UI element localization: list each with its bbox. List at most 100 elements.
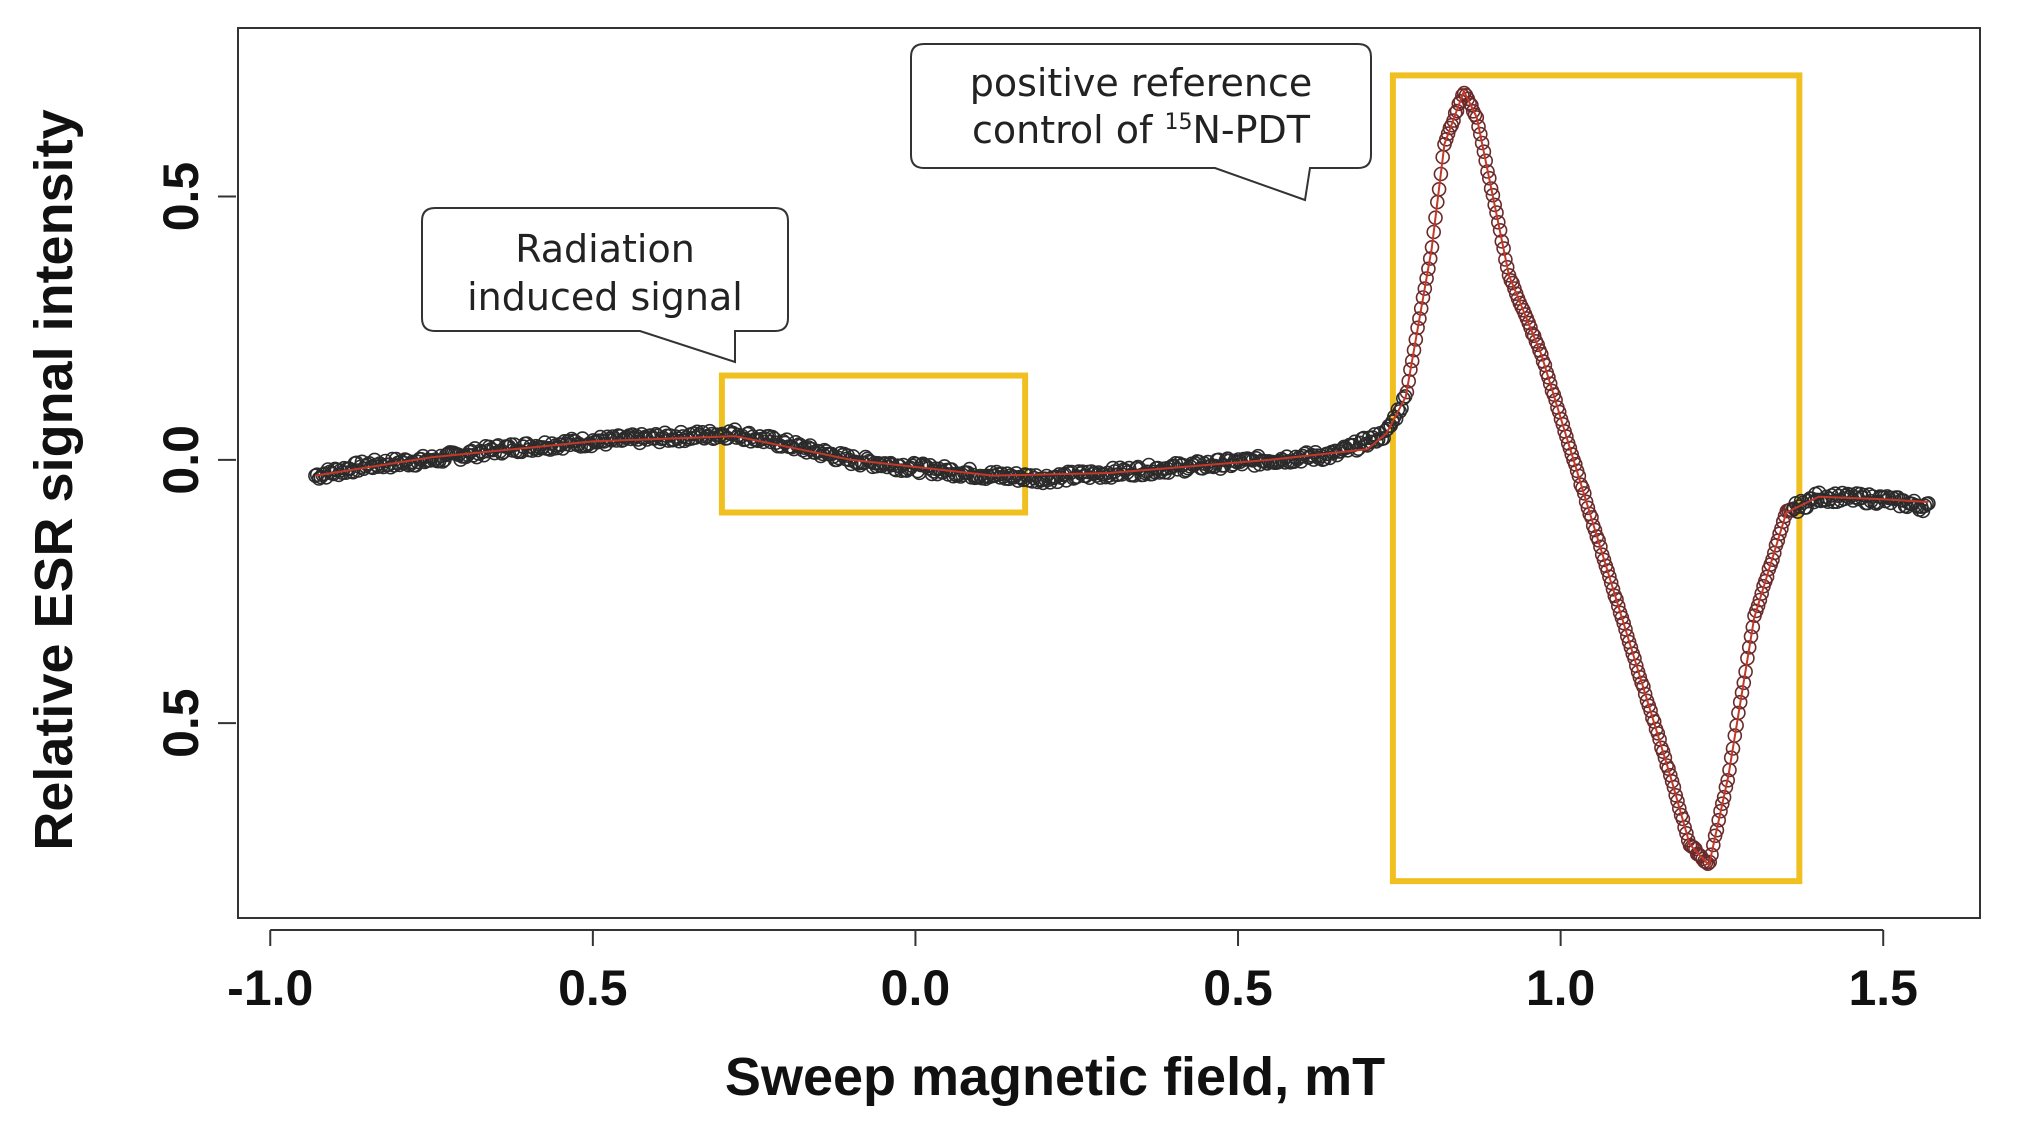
data-point — [1593, 539, 1608, 555]
radiation-callout-line2: induced signal — [467, 275, 743, 319]
data-point — [1636, 679, 1651, 694]
data-point — [1587, 522, 1603, 538]
data-point — [1752, 592, 1768, 608]
data-point — [1392, 404, 1407, 419]
data-point — [1306, 452, 1321, 467]
data-point — [1491, 215, 1506, 230]
data-point — [1702, 854, 1717, 870]
data-point — [1471, 119, 1486, 134]
data-point — [1580, 500, 1596, 516]
data-point — [1496, 241, 1511, 256]
data-point — [1487, 197, 1502, 213]
data-point — [1417, 281, 1433, 296]
data-point — [1474, 135, 1490, 151]
data-point — [1476, 144, 1492, 159]
reference-callout-line1: positive reference — [970, 61, 1313, 105]
data-point — [1921, 496, 1936, 511]
data-point — [311, 471, 327, 486]
data-point — [1765, 552, 1780, 568]
reference-callout-line2-suffix: N-PDT — [1192, 108, 1310, 152]
radiation-callout-bubble — [421, 207, 789, 364]
data-point — [1523, 320, 1538, 335]
data-point — [1406, 342, 1422, 358]
data-point — [1534, 346, 1549, 362]
data-point — [1616, 615, 1631, 631]
reference-callout: positive reference control of 15N-PDT — [910, 43, 1372, 202]
data-point — [1482, 170, 1497, 186]
data-point — [1675, 811, 1691, 827]
data-point — [1835, 485, 1850, 501]
data-point — [1442, 120, 1458, 136]
fitted-curve-line — [315, 88, 1929, 868]
data-point — [908, 456, 924, 472]
data-point — [1378, 423, 1393, 439]
reference-callout-line2: control of 15N-PDT — [972, 108, 1311, 152]
data-point — [1376, 430, 1391, 446]
data-point — [1446, 113, 1461, 128]
x-tick-label: 1.0 — [1526, 960, 1596, 1016]
data-point — [1670, 793, 1685, 809]
data-point — [1591, 532, 1606, 548]
data-point — [1564, 446, 1579, 462]
data-point — [1713, 803, 1728, 819]
x-tick-label: 0.0 — [881, 960, 951, 1016]
data-point — [1464, 97, 1479, 113]
data-point — [1668, 787, 1683, 803]
data-point — [1704, 847, 1719, 863]
data-point — [1643, 703, 1658, 719]
x-axis-title: Sweep magnetic field, mT — [725, 1047, 1385, 1107]
data-point — [1499, 259, 1515, 275]
data-point — [555, 441, 571, 456]
data-point — [1213, 461, 1228, 476]
data-point — [1577, 486, 1592, 501]
reference-callout-bubble — [910, 43, 1372, 202]
y-tick-label: 0.5 — [153, 162, 209, 232]
data-point — [1478, 153, 1493, 169]
radiation-callout: Radiation induced signal — [421, 207, 789, 364]
y-tick-label: 0.5 — [153, 688, 209, 758]
data-point — [1473, 126, 1488, 142]
data-point — [1706, 837, 1721, 853]
data-point — [1447, 105, 1463, 121]
data-point — [1494, 234, 1510, 249]
data-point — [1664, 774, 1680, 789]
data-point — [1700, 856, 1716, 872]
data-point — [1709, 822, 1725, 838]
data-point — [1609, 592, 1624, 607]
data-point — [1605, 581, 1621, 597]
data-point — [1542, 376, 1558, 392]
data-point — [1655, 744, 1671, 760]
data-point — [915, 456, 931, 472]
data-point — [1485, 187, 1501, 203]
x-tick-label: 1.5 — [1848, 960, 1918, 1016]
data-point — [1695, 851, 1710, 867]
x-tick-label: 0.5 — [1203, 960, 1273, 1016]
y-axis-title: Relative ESR signal intensity — [24, 109, 84, 850]
reference-callout-isotope-superscript: 15 — [1164, 110, 1192, 135]
data-point — [1716, 789, 1732, 805]
data-point — [1650, 725, 1666, 741]
data-point — [1596, 552, 1612, 568]
data-point — [1530, 337, 1545, 353]
data-point — [1734, 685, 1750, 700]
data-point — [834, 447, 850, 463]
y-tick-label: 0.0 — [153, 425, 209, 495]
data-point — [1603, 575, 1619, 591]
data-point — [1408, 332, 1424, 347]
data-point — [1707, 828, 1723, 844]
data-point — [1469, 110, 1485, 125]
radiation-callout-line1: Radiation — [515, 227, 695, 271]
data-point — [1387, 409, 1402, 425]
data-point — [524, 443, 540, 458]
data-point — [1449, 103, 1465, 119]
data-point — [1462, 95, 1477, 111]
x-tick-label: 0.5 — [558, 960, 628, 1016]
data-point — [1711, 812, 1726, 828]
data-point — [1412, 311, 1427, 326]
reference-callout-line2-prefix: control of — [972, 108, 1165, 152]
data-point — [1659, 758, 1674, 773]
data-point — [1541, 369, 1556, 385]
data-point — [1715, 796, 1730, 812]
data-point — [1720, 772, 1735, 788]
